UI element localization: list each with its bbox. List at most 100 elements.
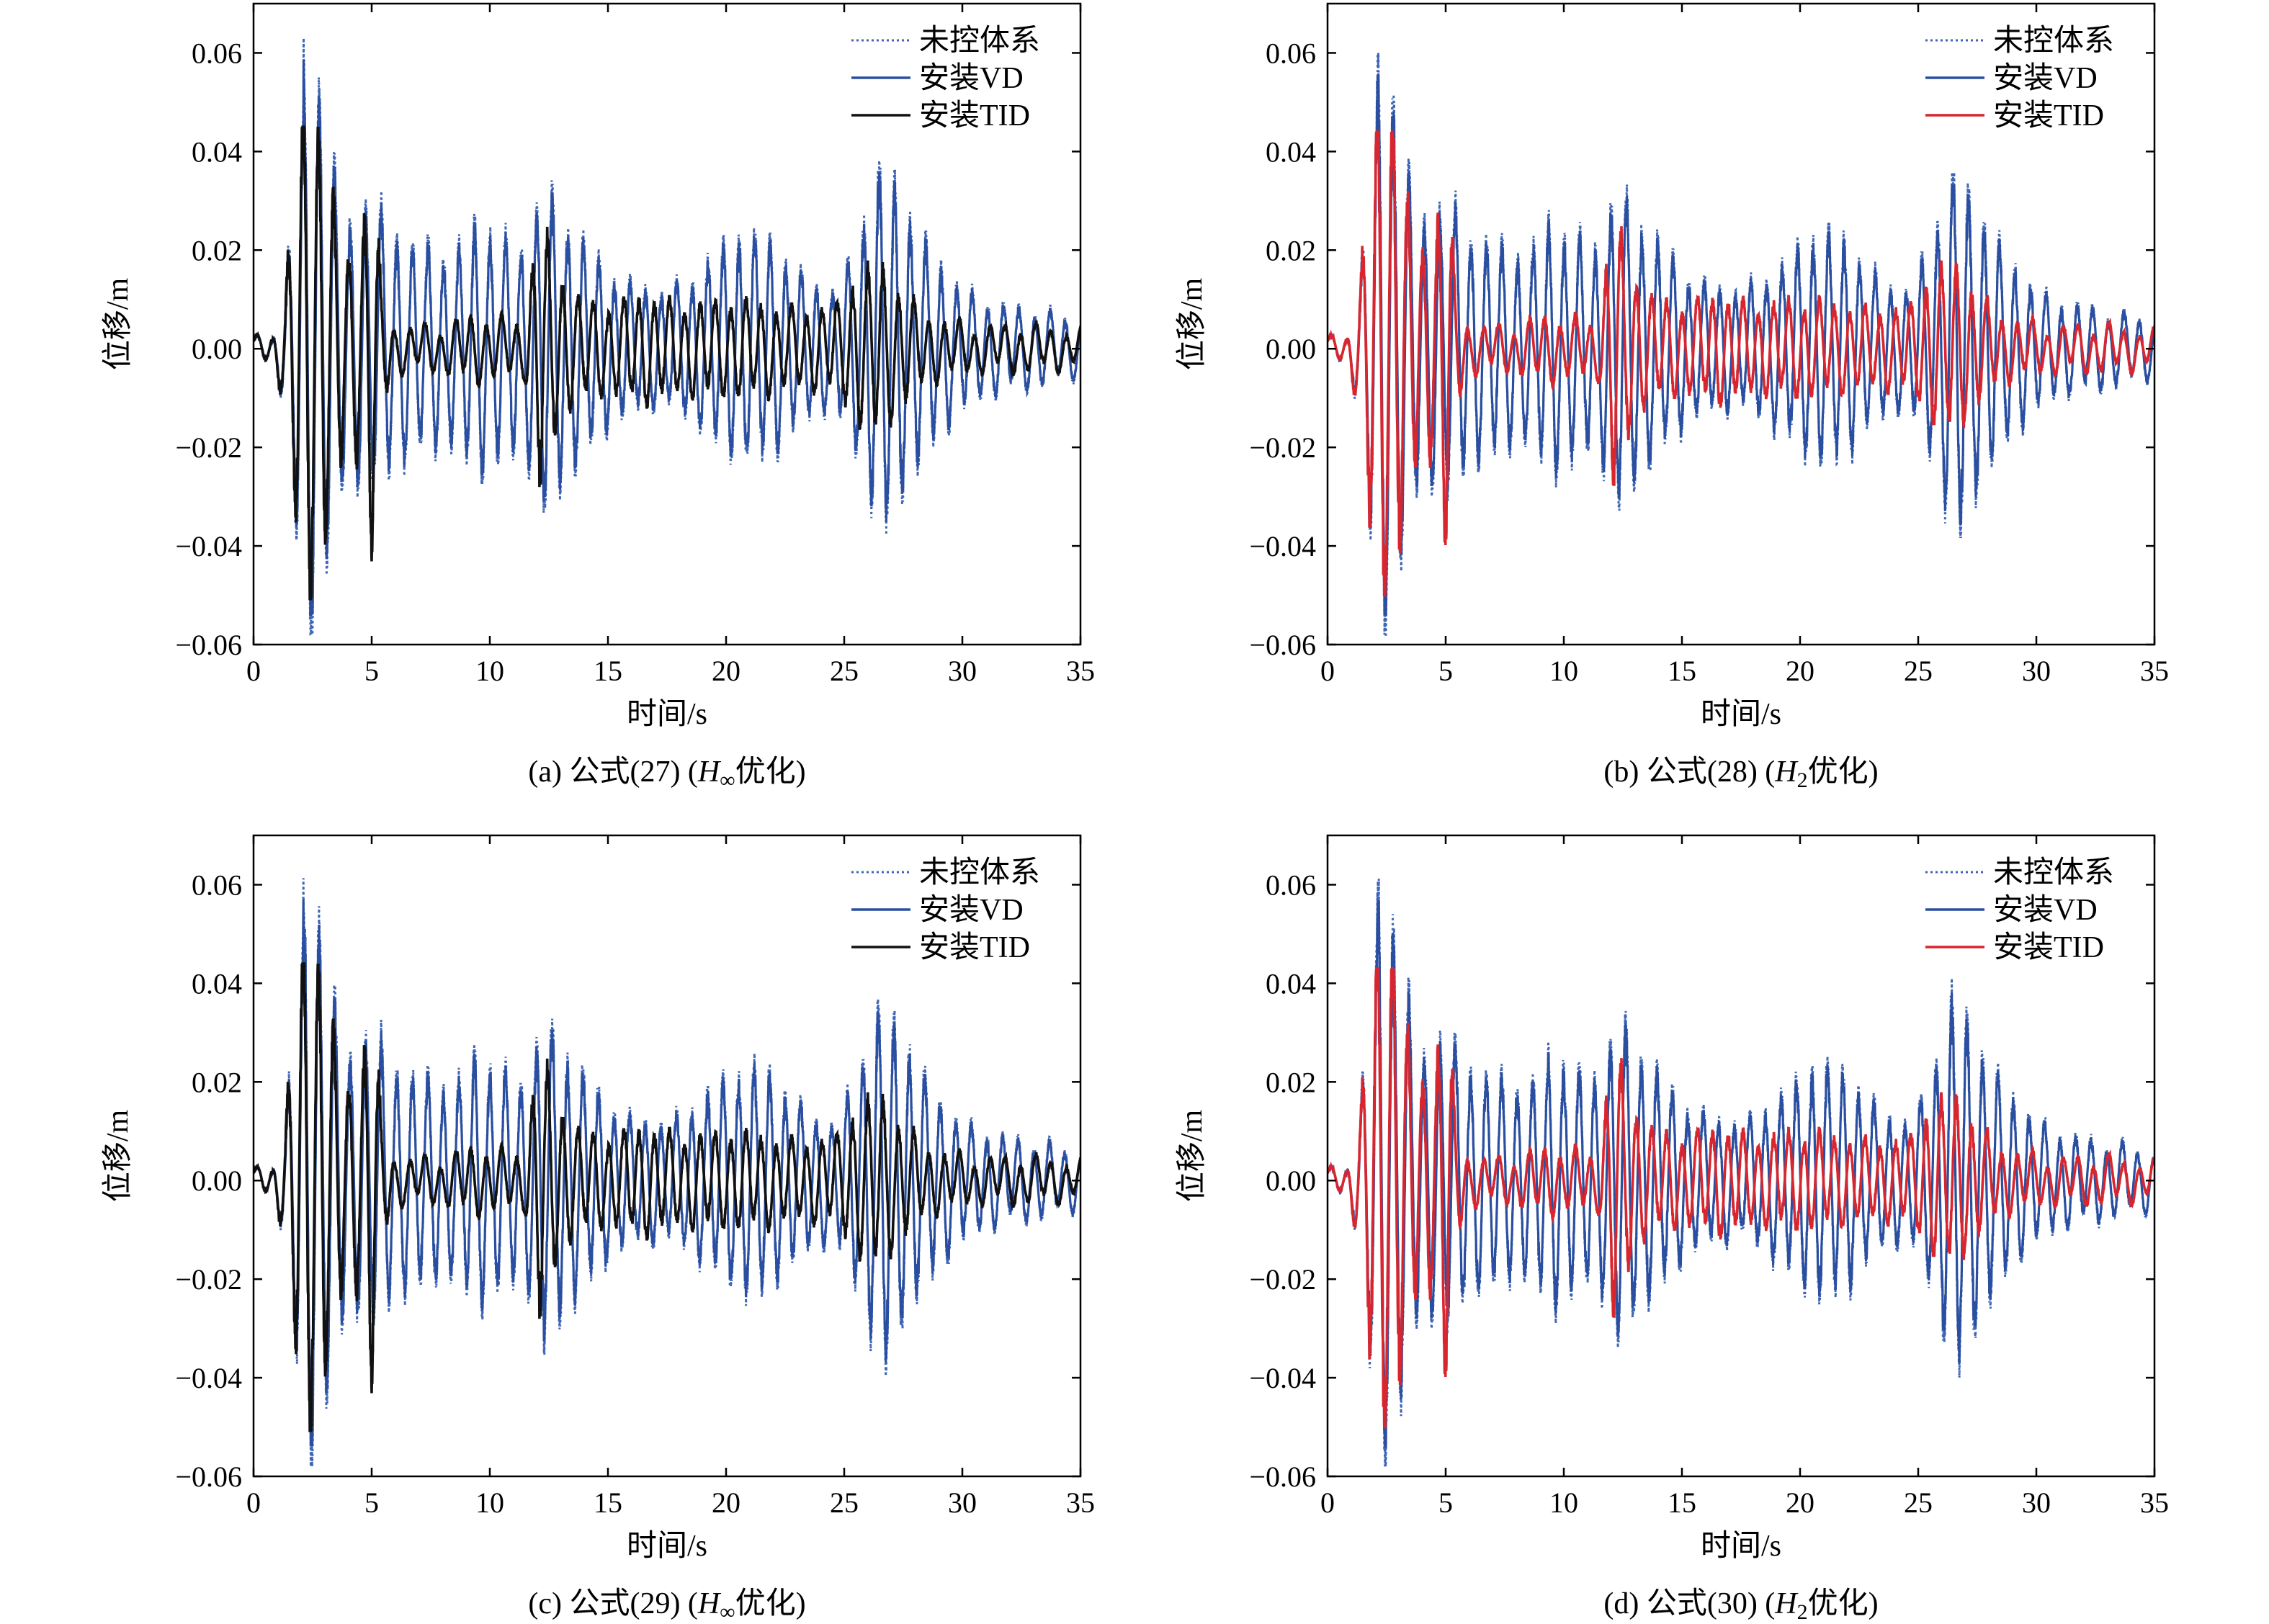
plot-frame bbox=[1326, 834, 2156, 1478]
series-line-tid bbox=[1328, 130, 2154, 597]
x-tick-label: 5 bbox=[364, 1486, 379, 1519]
y-tick-label: 0.04 bbox=[192, 967, 242, 1000]
x-tick-label: 15 bbox=[594, 655, 622, 687]
x-tick-label: 35 bbox=[1066, 1486, 1095, 1519]
x-tick-label: 10 bbox=[475, 1486, 504, 1519]
legend-label: 未控体系 bbox=[1993, 856, 2114, 889]
y-tick-label: −0.02 bbox=[1249, 1263, 1316, 1296]
y-tick-label: 0.06 bbox=[1266, 869, 1316, 901]
plot-frame bbox=[252, 2, 1082, 646]
y-axis-label: 位移/m bbox=[101, 278, 135, 371]
x-tick-label: 30 bbox=[948, 1486, 977, 1519]
y-axis-label: 位移/m bbox=[1175, 278, 1209, 371]
y-tick-label: 0.04 bbox=[192, 135, 242, 168]
plot-frame bbox=[1326, 2, 2156, 646]
y-tick-label: −0.06 bbox=[1249, 1461, 1316, 1493]
panel-caption: (c) 公式(29) (H∞优化) bbox=[528, 1587, 805, 1624]
x-tick-label: 20 bbox=[712, 655, 740, 687]
x-axis-label: 时间/s bbox=[1701, 1530, 1781, 1563]
legend-label: 安装TID bbox=[919, 99, 1030, 133]
x-axis-label: 时间/s bbox=[627, 698, 707, 731]
y-tick-label: 0.02 bbox=[1266, 234, 1316, 266]
panel-caption: (d) 公式(30) (H2优化) bbox=[1603, 1587, 1878, 1624]
y-tick-label: −0.04 bbox=[175, 530, 242, 562]
y-tick-label: 0.02 bbox=[1266, 1066, 1316, 1098]
series-line-vd bbox=[254, 899, 1080, 1447]
y-tick-label: 0.00 bbox=[192, 333, 242, 365]
legend-label: 安装TID bbox=[919, 931, 1030, 964]
y-tick-label: 0.04 bbox=[1266, 135, 1316, 168]
y-tick-label: 0.00 bbox=[192, 1165, 242, 1197]
y-axis-label: 位移/m bbox=[1175, 1110, 1209, 1203]
y-tick-label: 0.02 bbox=[192, 234, 242, 266]
chart-panel-b: 0 5 10 15 20 25 30 35 −0.06 −0.04 −0.02 0.00 0.02 0.0… bbox=[1175, 2, 2169, 792]
x-tick-label: 5 bbox=[1438, 655, 1453, 687]
legend-label: 安装VD bbox=[919, 894, 1024, 927]
x-tick-label: 20 bbox=[1786, 655, 1814, 687]
x-tick-label: 25 bbox=[1904, 1486, 1933, 1519]
x-tick-label: 10 bbox=[475, 655, 504, 687]
y-tick-label: −0.06 bbox=[1249, 629, 1316, 661]
x-tick-label: 30 bbox=[2022, 655, 2051, 687]
x-axis-label: 时间/s bbox=[627, 1530, 707, 1563]
x-tick-label: 35 bbox=[1066, 655, 1095, 687]
legend-label: 安装VD bbox=[919, 62, 1024, 95]
legend-label: 未控体系 bbox=[1993, 24, 2114, 58]
x-tick-label: 0 bbox=[246, 1486, 261, 1519]
x-tick-label: 15 bbox=[594, 1486, 622, 1519]
y-tick-label: −0.02 bbox=[175, 1263, 242, 1296]
x-tick-label: 0 bbox=[246, 655, 261, 687]
chart-panel-a: 0 5 10 15 20 25 30 35 −0.06 −0.04 −0.02 0.00 0.02 0.0… bbox=[101, 2, 1095, 792]
x-tick-label: 20 bbox=[1786, 1486, 1814, 1519]
x-tick-label: 35 bbox=[2140, 1486, 2169, 1519]
y-tick-label: 0.02 bbox=[192, 1066, 242, 1098]
panel-caption: (b) 公式(28) (H2优化) bbox=[1603, 755, 1878, 792]
x-tick-label: 10 bbox=[1549, 655, 1578, 687]
legend-label: 安装TID bbox=[1993, 931, 2104, 964]
x-tick-label: 5 bbox=[1438, 1486, 1453, 1519]
panel-caption: (a) 公式(27) (H∞优化) bbox=[528, 755, 805, 792]
y-tick-label: −0.04 bbox=[1249, 1362, 1316, 1394]
y-tick-label: 0.00 bbox=[1266, 333, 1316, 365]
series-line-vd bbox=[1328, 900, 2154, 1448]
x-axis-label: 时间/s bbox=[1701, 698, 1781, 731]
legend-label: 安装VD bbox=[1993, 894, 2098, 927]
x-tick-label: 25 bbox=[830, 1486, 859, 1519]
legend-label: 未控体系 bbox=[919, 856, 1040, 889]
legend-label: 安装VD bbox=[1993, 62, 2098, 95]
y-tick-label: −0.06 bbox=[175, 1461, 242, 1493]
y-axis-label: 位移/m bbox=[101, 1110, 135, 1203]
y-tick-label: 0.04 bbox=[1266, 967, 1316, 1000]
y-tick-label: 0.06 bbox=[192, 37, 242, 69]
legend-label: 未控体系 bbox=[919, 24, 1040, 58]
legend-label: 安装TID bbox=[1993, 99, 2104, 133]
x-tick-label: 30 bbox=[948, 655, 977, 687]
x-tick-label: 5 bbox=[364, 655, 379, 687]
series-line-tid bbox=[1328, 967, 2154, 1429]
x-tick-label: 30 bbox=[2022, 1486, 2051, 1519]
y-tick-label: −0.02 bbox=[175, 431, 242, 464]
y-tick-label: −0.02 bbox=[1249, 431, 1316, 464]
x-tick-label: 10 bbox=[1549, 1486, 1578, 1519]
x-tick-label: 15 bbox=[1668, 655, 1696, 687]
x-tick-label: 15 bbox=[1668, 1486, 1696, 1519]
chart-panel-c: 0 5 10 15 20 25 30 35 −0.06 −0.04 −0.02 0.00 0.02 0.0… bbox=[101, 834, 1095, 1624]
x-tick-label: 20 bbox=[712, 1486, 740, 1519]
x-tick-label: 25 bbox=[830, 655, 859, 687]
chart-panel-d: 0 5 10 15 20 25 30 35 −0.06 −0.04 −0.02 0.00 0.02 0.0… bbox=[1175, 834, 2169, 1624]
series-line-vd bbox=[1328, 73, 2154, 616]
series-line-vd bbox=[254, 60, 1080, 616]
x-tick-label: 25 bbox=[1904, 655, 1933, 687]
x-tick-label: 0 bbox=[1320, 655, 1335, 687]
series-line-tid bbox=[254, 962, 1080, 1432]
y-tick-label: −0.04 bbox=[1249, 530, 1316, 562]
y-tick-label: −0.06 bbox=[175, 629, 242, 661]
x-tick-label: 0 bbox=[1320, 1486, 1335, 1519]
x-tick-label: 35 bbox=[2140, 655, 2169, 687]
y-tick-label: 0.06 bbox=[192, 869, 242, 901]
plot-frame bbox=[252, 834, 1082, 1478]
